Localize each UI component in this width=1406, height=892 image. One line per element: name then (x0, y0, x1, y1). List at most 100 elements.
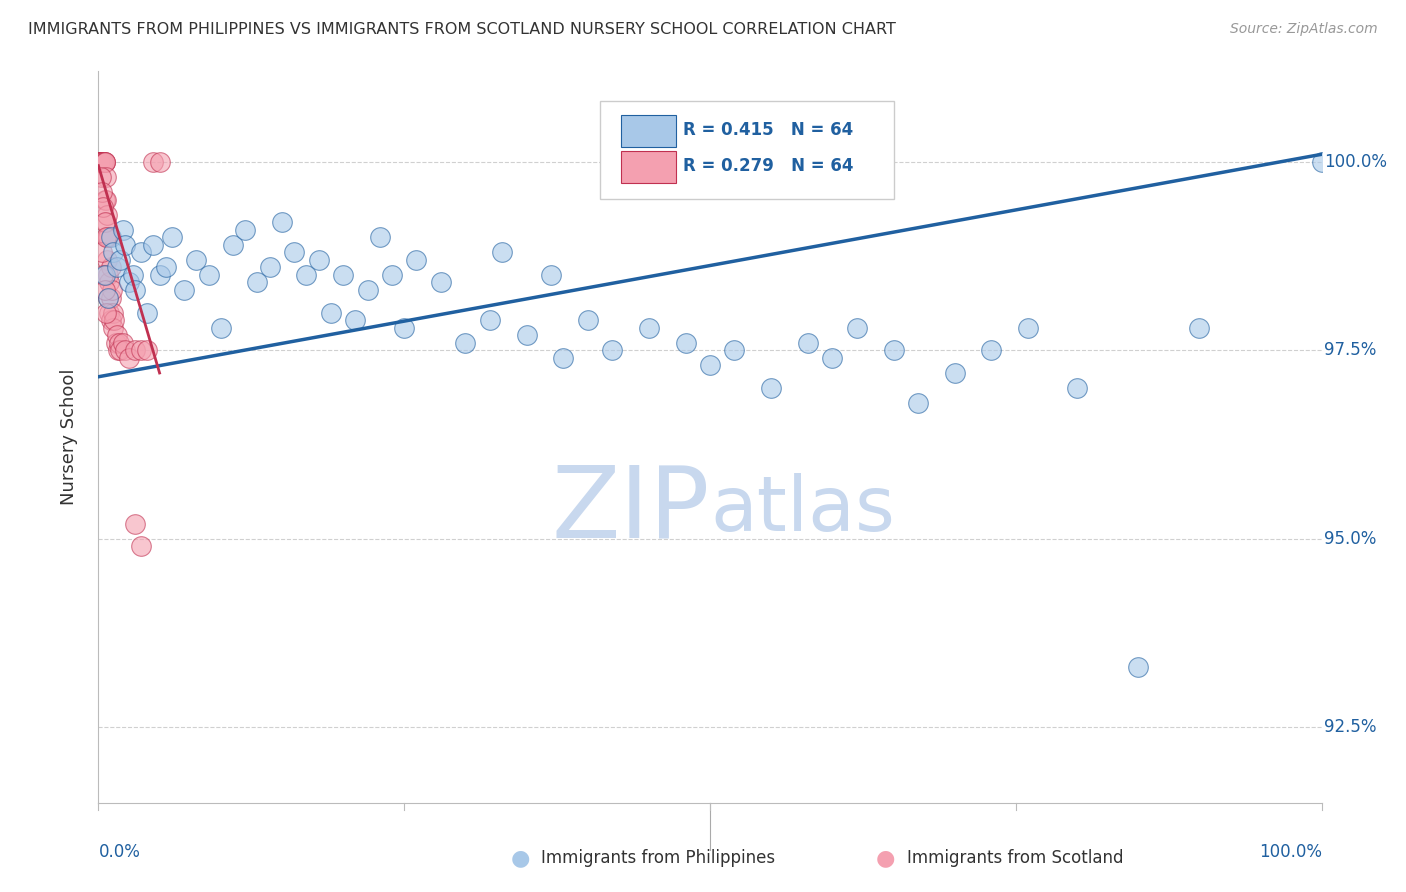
Point (246, 276, 269, 290)
Point (186, 252, 208, 267)
Point (430, 276, 453, 290)
Point (100, 291, 122, 305)
Point (110, 343, 132, 358)
Point (295, 268, 318, 282)
Point (91, 245, 114, 260)
Point (90, 154, 112, 169)
Point (283, 245, 305, 260)
Point (173, 283, 195, 297)
Point (149, 268, 172, 282)
Point (121, 268, 143, 282)
Point (344, 313, 367, 327)
Point (91, 154, 114, 169)
Point (93, 215, 115, 229)
Text: Source: ZipAtlas.com: Source: ZipAtlas.com (1230, 22, 1378, 37)
Point (405, 252, 427, 267)
Point (100, 230, 122, 244)
Point (91, 200, 114, 214)
Point (93, 268, 115, 282)
Point (111, 223, 134, 237)
Point (907, 396, 929, 410)
Point (761, 381, 783, 395)
Point (233, 223, 256, 237)
FancyBboxPatch shape (620, 151, 676, 183)
Point (91, 154, 114, 169)
Point (332, 268, 354, 282)
Point (259, 260, 281, 275)
Point (1188, 320, 1211, 334)
Y-axis label: Nursery School: Nursery School (59, 368, 77, 506)
Text: 100.0%: 100.0% (1324, 153, 1388, 171)
Point (101, 320, 124, 334)
Point (97, 291, 120, 305)
Point (89, 154, 111, 169)
Text: R = 0.279   N = 64: R = 0.279 N = 64 (683, 158, 853, 176)
Text: 95.0%: 95.0% (1324, 530, 1376, 548)
Point (319, 306, 342, 320)
Point (96, 230, 118, 244)
Point (110, 252, 132, 267)
Point (91, 268, 114, 282)
Point (103, 313, 125, 327)
Point (94, 215, 117, 229)
Point (91, 154, 114, 169)
Point (381, 268, 404, 282)
Point (129, 245, 152, 260)
Point (91, 154, 114, 169)
Point (129, 540, 152, 554)
Point (723, 343, 745, 358)
Text: 100.0%: 100.0% (1258, 843, 1322, 861)
Point (94, 306, 117, 320)
Point (100, 313, 122, 327)
Point (90, 154, 112, 169)
Text: R = 0.415   N = 64: R = 0.415 N = 64 (683, 121, 853, 139)
Point (1017, 320, 1039, 334)
Point (209, 320, 232, 334)
Point (149, 154, 172, 169)
Point (96, 252, 118, 267)
Point (108, 335, 131, 350)
Point (943, 366, 966, 380)
Point (675, 335, 697, 350)
Point (91, 154, 114, 169)
Point (553, 351, 575, 365)
Point (155, 260, 177, 275)
Point (96, 208, 118, 222)
Point (91, 154, 114, 169)
Point (91, 154, 114, 169)
Point (124, 516, 146, 531)
Point (90, 154, 112, 169)
Point (89, 154, 111, 169)
Point (1310, 154, 1333, 169)
Point (600, 343, 623, 358)
Point (93, 283, 115, 297)
Point (478, 313, 501, 327)
Point (129, 343, 152, 358)
Point (114, 343, 136, 358)
Point (124, 343, 146, 358)
Point (105, 260, 128, 275)
Point (97, 268, 120, 282)
Point (90, 154, 112, 169)
Point (90, 154, 112, 169)
Point (142, 154, 165, 169)
Point (699, 359, 721, 373)
Text: Immigrants from Philippines: Immigrants from Philippines (541, 849, 776, 867)
Point (101, 283, 124, 297)
Point (91, 154, 114, 169)
Point (454, 335, 477, 350)
Point (797, 335, 820, 350)
Point (491, 245, 513, 260)
Point (91, 185, 114, 199)
Text: 97.5%: 97.5% (1324, 342, 1376, 359)
FancyBboxPatch shape (600, 101, 893, 200)
Point (97, 291, 120, 305)
Text: Immigrants from Scotland: Immigrants from Scotland (907, 849, 1123, 867)
Text: ●: ● (876, 848, 896, 868)
Point (980, 343, 1002, 358)
Point (98, 276, 121, 290)
Text: ZIP: ZIP (551, 462, 710, 558)
Point (392, 320, 416, 334)
Point (91, 154, 114, 169)
Point (118, 351, 141, 365)
